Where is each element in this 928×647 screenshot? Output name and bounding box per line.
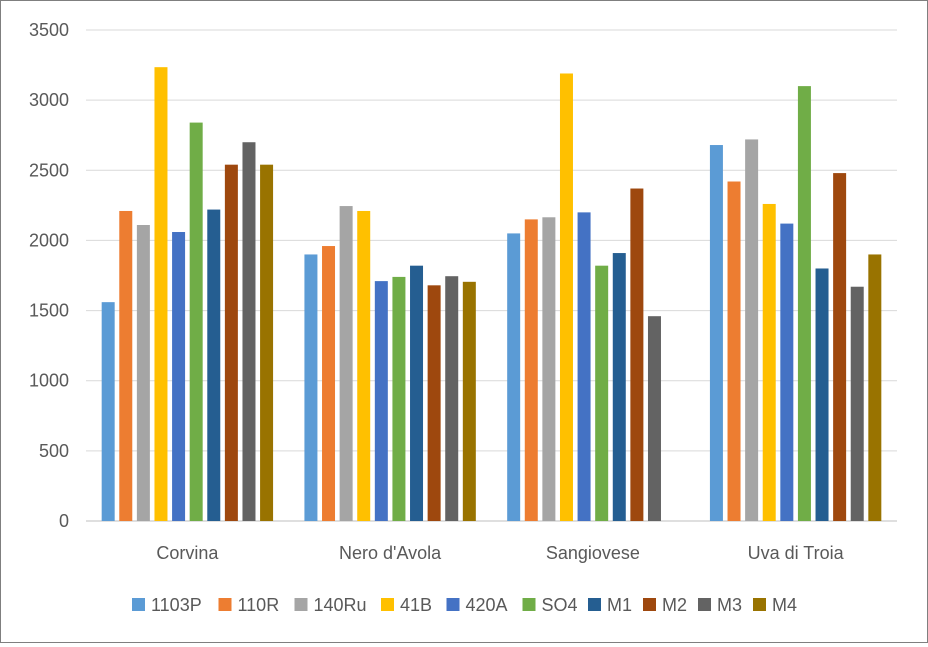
bar-41B-Sangiovese — [559, 73, 573, 521]
legend-label-110R: 110R — [238, 595, 280, 615]
bar-1103P-Corvina — [101, 302, 115, 521]
bar-420A-Corvina — [172, 232, 186, 522]
bar-41B-Nero d'Avola — [357, 210, 371, 521]
x-category-label: Nero d'Avola — [339, 543, 442, 563]
y-axis-tick-labels: 0 500 1000 1500 2000 2500 3000 3500 — [29, 20, 69, 531]
bar-M3-Nero d'Avola — [445, 276, 459, 521]
bar-M4-Nero d'Avola — [462, 281, 476, 521]
y-tick-label: 3500 — [29, 20, 69, 40]
y-tick-label: 3000 — [29, 90, 69, 110]
bar-110R-Uva di Troia — [727, 181, 741, 521]
legend-swatch-1103P — [132, 598, 145, 611]
legend-swatch-110R — [218, 598, 232, 611]
bar-M1-Nero d'Avola — [410, 265, 424, 521]
y-tick-label: 500 — [39, 441, 69, 461]
legend-swatch-140Ru — [294, 598, 308, 611]
x-category-label: Sangiovese — [546, 543, 640, 563]
bar-SO4-Nero d'Avola — [392, 276, 406, 521]
bar-140Ru-Nero d'Avola — [339, 206, 353, 521]
bar-M3-Sangiovese — [647, 316, 661, 521]
bar-1103P-Uva di Troia — [709, 145, 723, 521]
bar-420A-Nero d'Avola — [374, 281, 388, 521]
x-category-label: Uva di Troia — [748, 543, 845, 563]
legend-label-M4: M4 — [772, 595, 797, 615]
bar-M3-Uva di Troia — [850, 286, 864, 521]
legend-swatch-41B — [381, 598, 394, 611]
bar-SO4-Corvina — [189, 122, 203, 522]
legend: 1103P 110R 140Ru 41B 420A SO4 M1 M2 M3 M4 — [132, 595, 797, 615]
bar-M2-Sangiovese — [630, 188, 644, 521]
legend-label-SO4: SO4 — [542, 595, 578, 615]
bar-M1-Uva di Troia — [815, 268, 829, 521]
bar-140Ru-Sangiovese — [542, 217, 556, 521]
bars — [101, 67, 882, 522]
bar-110R-Corvina — [119, 210, 133, 521]
bar-M1-Sangiovese — [612, 253, 626, 521]
bar-41B-Uva di Troia — [762, 203, 776, 521]
bar-41B-Corvina — [154, 67, 168, 521]
x-axis-category-labels: Corvina Nero d'Avola Sangiovese Uva di Troi… — [156, 543, 844, 563]
bar-420A-Sangiovese — [577, 212, 591, 521]
bar-140Ru-Uva di Troia — [745, 139, 759, 521]
bar-1103P-Sangiovese — [507, 233, 521, 521]
legend-swatch-M2 — [643, 598, 656, 611]
bar-M1-Corvina — [207, 209, 221, 521]
legend-swatch-M3 — [698, 598, 711, 611]
bar-1103P-Nero d'Avola — [304, 254, 318, 521]
bar-140Ru-Corvina — [136, 224, 150, 522]
bar-M2-Nero d'Avola — [427, 285, 441, 521]
legend-label-420A: 420A — [466, 595, 508, 615]
bar-M4-Corvina — [260, 164, 274, 521]
bar-M4-Uva di Troia — [868, 254, 882, 521]
bar-M2-Corvina — [224, 164, 238, 521]
y-tick-label: 1500 — [29, 301, 69, 321]
bar-M2-Uva di Troia — [833, 173, 847, 521]
bar-110R-Sangiovese — [524, 219, 538, 521]
legend-swatch-420A — [446, 598, 460, 611]
bar-SO4-Sangiovese — [595, 265, 609, 521]
y-tick-label: 0 — [59, 511, 69, 531]
bar-SO4-Uva di Troia — [797, 86, 811, 521]
y-tick-label: 2500 — [29, 160, 69, 180]
legend-swatch-M4 — [753, 598, 766, 611]
bar-110R-Nero d'Avola — [322, 246, 336, 522]
legend-label-1103P: 1103P — [151, 595, 202, 615]
gridlines — [86, 29, 897, 522]
legend-label-M1: M1 — [607, 595, 632, 615]
y-tick-label: 2000 — [29, 230, 69, 250]
legend-swatch-M1 — [588, 598, 601, 611]
bar-M3-Corvina — [242, 142, 256, 521]
x-category-label: Corvina — [156, 543, 219, 563]
legend-label-M3: M3 — [717, 595, 742, 615]
legend-label-140Ru: 140Ru — [314, 595, 367, 615]
legend-label-M2: M2 — [662, 595, 687, 615]
legend-label-41B: 41B — [400, 595, 432, 615]
legend-swatch-SO4 — [522, 598, 536, 611]
bar-420A-Uva di Troia — [780, 223, 794, 521]
y-tick-label: 1000 — [29, 371, 69, 391]
